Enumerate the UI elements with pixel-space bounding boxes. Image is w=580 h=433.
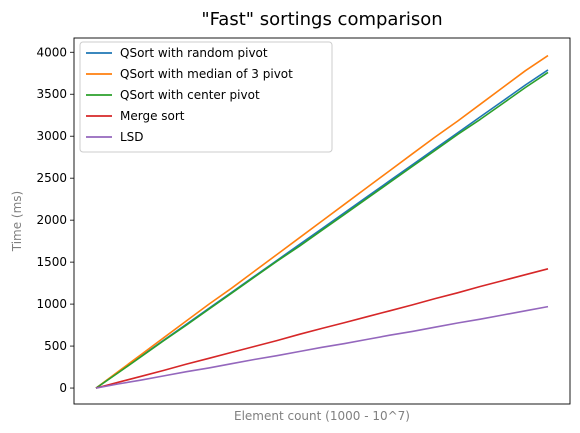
x-axis-label: Element count (1000 - 10^7)	[234, 409, 410, 423]
y-tick-label: 2500	[36, 171, 67, 185]
legend-entry: QSort with center pivot	[120, 88, 260, 102]
y-tick-label: 1000	[36, 297, 67, 311]
y-tick-label: 0	[59, 381, 67, 395]
series-line-4	[95, 305, 549, 389]
y-axis-ticks: 0 500 1000 1500 2000 2500 3000 3500 4000	[36, 45, 74, 395]
legend-entry: LSD	[120, 130, 144, 144]
y-tick-label: 4000	[36, 45, 67, 59]
series-line-3	[95, 268, 549, 389]
legend-entry: QSort with random pivot	[120, 46, 268, 60]
y-axis-label: Time (ms)	[10, 191, 24, 253]
y-tick-label: 3500	[36, 87, 67, 101]
legend: QSort with random pivot QSort with median…	[79, 41, 333, 153]
series-line-2	[95, 71, 549, 389]
legend-entry: QSort with median of 3 pivot	[120, 67, 293, 81]
series-lines	[95, 54, 549, 389]
y-tick-label: 3000	[36, 129, 67, 143]
y-tick-label: 1500	[36, 255, 67, 269]
chart-title: "Fast" sortings comparison	[201, 9, 442, 30]
y-tick-label: 2000	[36, 213, 67, 227]
series-line-1	[95, 54, 549, 389]
y-tick-label: 500	[44, 339, 67, 353]
legend-entry: Merge sort	[120, 109, 185, 123]
legend-box	[79, 41, 333, 153]
